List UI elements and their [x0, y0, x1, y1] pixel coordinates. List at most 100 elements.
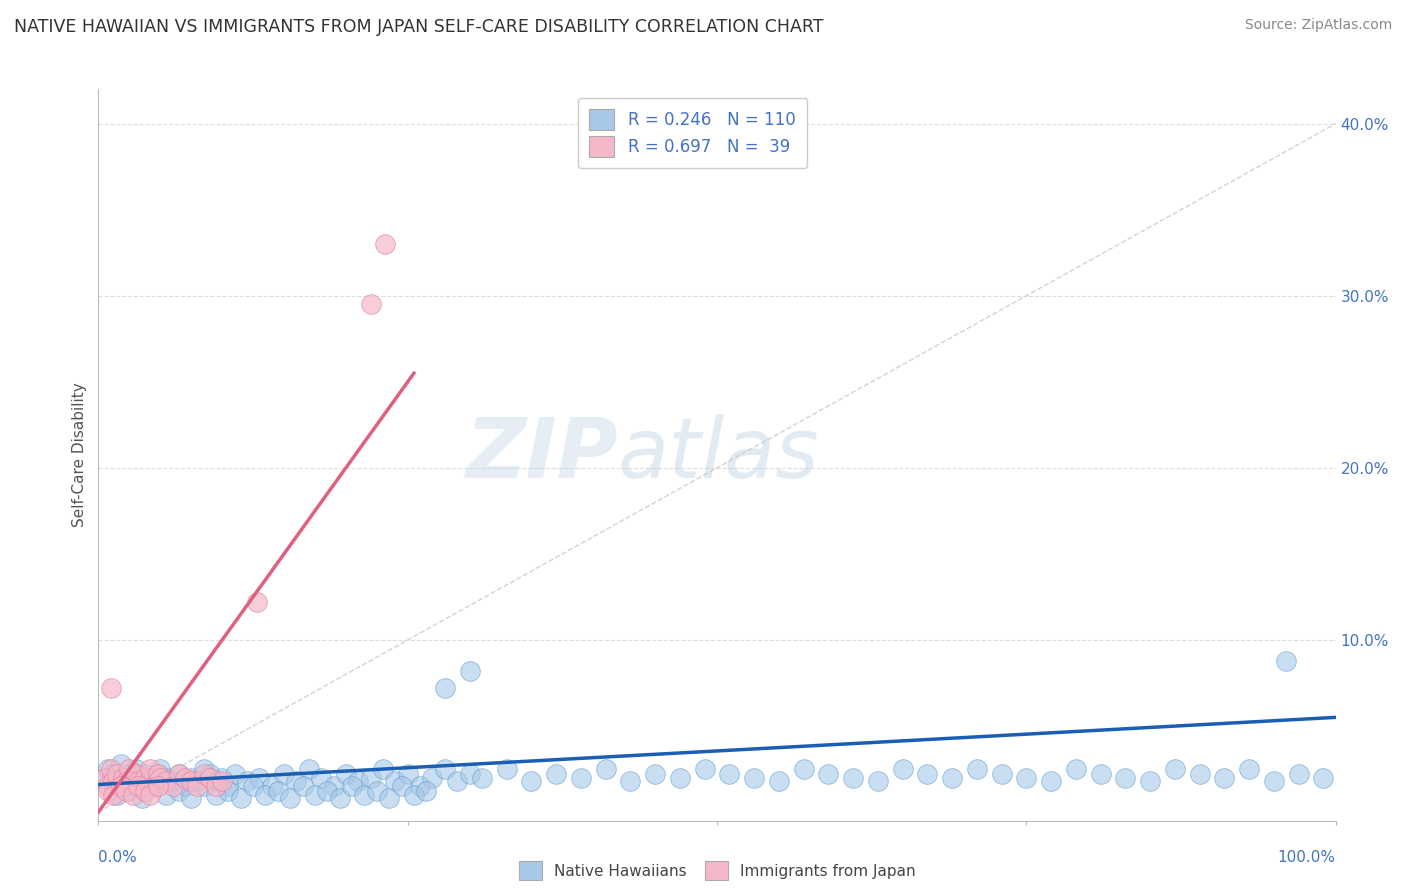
Point	[242, 779, 264, 793]
Point	[1040, 774, 1063, 789]
Point	[1188, 767, 1211, 781]
Point	[143, 779, 166, 793]
Point	[371, 762, 394, 776]
Point	[374, 237, 396, 252]
Point	[990, 767, 1012, 781]
Point	[167, 767, 190, 781]
Point	[866, 774, 889, 789]
Point	[162, 779, 184, 793]
Point	[260, 779, 283, 793]
Legend: Native Hawaiians, Immigrants from Japan: Native Hawaiians, Immigrants from Japan	[513, 855, 921, 886]
Point	[103, 774, 125, 789]
Point	[180, 774, 202, 789]
Point	[211, 774, 233, 789]
Point	[316, 784, 339, 798]
Point	[285, 774, 308, 789]
Point	[817, 767, 839, 781]
Point	[118, 767, 141, 781]
Point	[93, 771, 115, 785]
Point	[127, 774, 149, 789]
Point	[309, 771, 332, 785]
Point	[471, 771, 494, 785]
Point	[1312, 771, 1334, 785]
Point	[105, 767, 128, 781]
Y-axis label: Self-Care Disability: Self-Care Disability	[72, 383, 87, 527]
Point	[136, 774, 159, 789]
Point	[347, 774, 370, 789]
Text: atlas: atlas	[619, 415, 820, 495]
Text: 0.0%: 0.0%	[98, 850, 138, 865]
Point	[644, 767, 666, 781]
Point	[335, 767, 357, 781]
Point	[100, 774, 122, 789]
Point	[139, 788, 162, 802]
Point	[205, 779, 228, 793]
Point	[122, 774, 145, 789]
Point	[205, 774, 228, 789]
Point	[1237, 762, 1260, 776]
Point	[155, 788, 177, 802]
Point	[768, 774, 790, 789]
Point	[143, 774, 166, 789]
Point	[186, 774, 208, 789]
Point	[693, 762, 716, 776]
Point	[495, 762, 517, 776]
Point	[273, 767, 295, 781]
Point	[174, 779, 197, 793]
Point	[402, 788, 425, 802]
Point	[520, 774, 543, 789]
Point	[118, 762, 141, 776]
Point	[100, 681, 122, 695]
Point	[112, 771, 135, 785]
Point	[340, 779, 363, 793]
Point	[127, 779, 149, 793]
Point	[433, 681, 456, 695]
Point	[409, 779, 432, 793]
Point	[162, 774, 184, 789]
Point	[134, 771, 156, 785]
Point	[167, 767, 190, 781]
Point	[198, 767, 221, 781]
Text: NATIVE HAWAIIAN VS IMMIGRANTS FROM JAPAN SELF-CARE DISABILITY CORRELATION CHART: NATIVE HAWAIIAN VS IMMIGRANTS FROM JAPAN…	[14, 18, 824, 36]
Point	[114, 784, 136, 798]
Point	[114, 774, 136, 789]
Point	[793, 762, 815, 776]
Point	[149, 762, 172, 776]
Point	[378, 791, 401, 805]
Point	[1275, 654, 1298, 668]
Point	[569, 771, 592, 785]
Point	[110, 779, 132, 793]
Point	[146, 767, 169, 781]
Point	[131, 791, 153, 805]
Point	[304, 788, 326, 802]
Point	[155, 774, 177, 789]
Point	[246, 595, 269, 609]
Point	[103, 788, 125, 802]
Point	[122, 788, 145, 802]
Point	[1164, 762, 1187, 776]
Point	[415, 784, 437, 798]
Point	[278, 791, 301, 805]
Point	[458, 767, 481, 781]
Point	[167, 784, 190, 798]
Point	[891, 762, 914, 776]
Point	[186, 779, 208, 793]
Point	[396, 767, 419, 781]
Point	[122, 779, 145, 793]
Point	[155, 771, 177, 785]
Point	[146, 779, 169, 793]
Point	[180, 791, 202, 805]
Point	[100, 762, 122, 776]
Point	[134, 767, 156, 781]
Point	[149, 771, 172, 785]
Point	[1015, 771, 1038, 785]
Point	[193, 762, 215, 776]
Point	[458, 664, 481, 678]
Point	[136, 779, 159, 793]
Text: Source: ZipAtlas.com: Source: ZipAtlas.com	[1244, 18, 1392, 32]
Point	[139, 771, 162, 785]
Point	[139, 762, 162, 776]
Point	[124, 767, 146, 781]
Point	[174, 771, 197, 785]
Point	[124, 762, 146, 776]
